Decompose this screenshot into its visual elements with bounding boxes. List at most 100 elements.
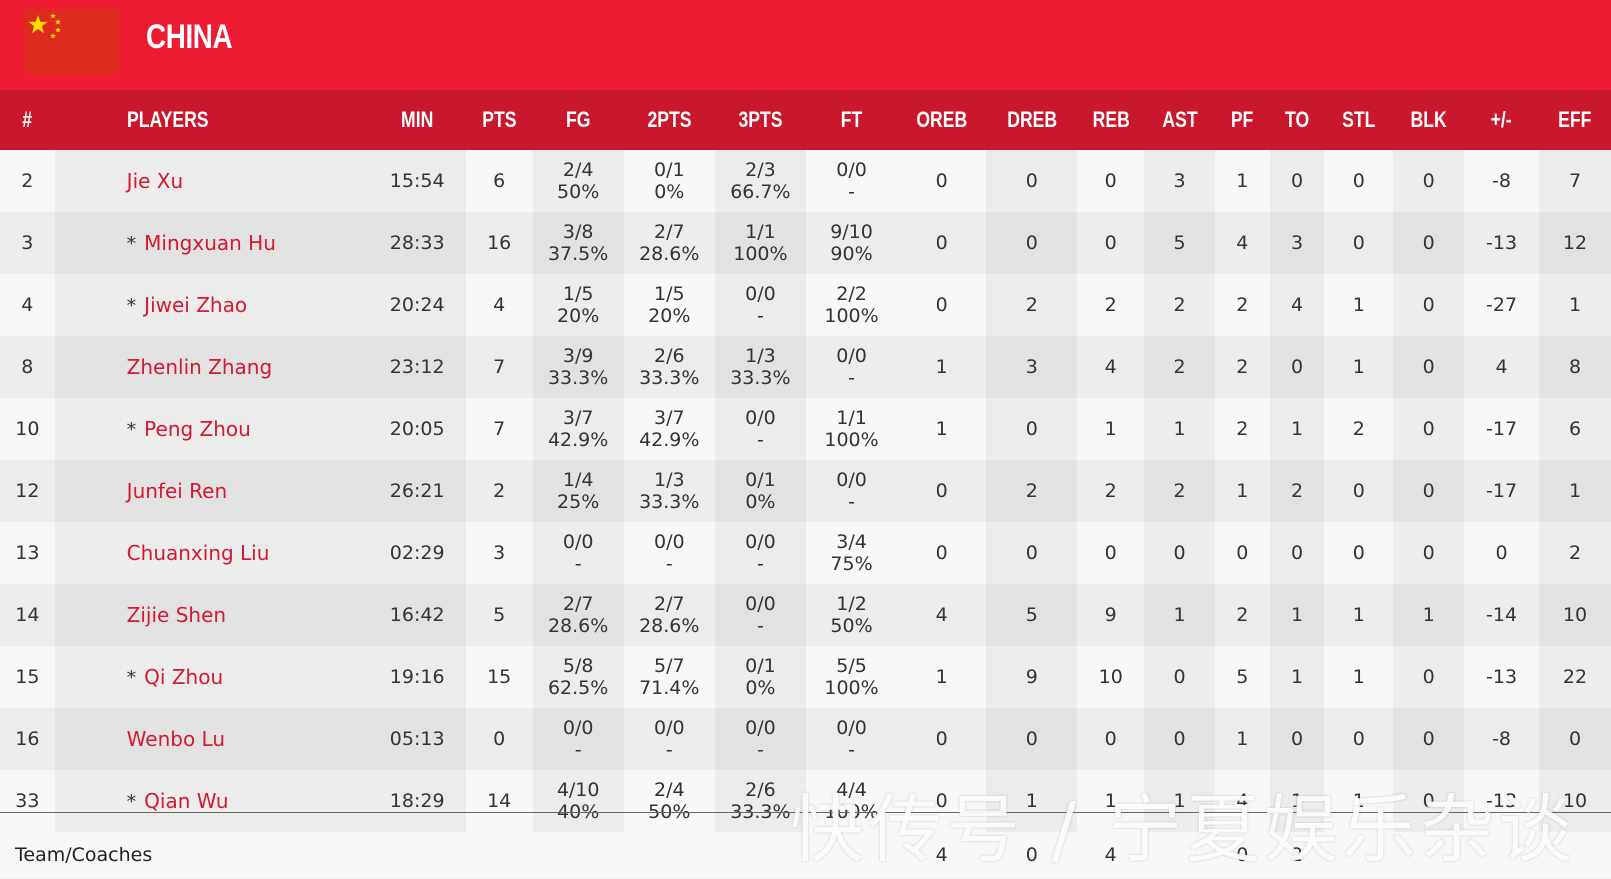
stat-percentage: - [574, 553, 582, 575]
stat-fg: 5/8 62.5% [532, 646, 624, 708]
stat-made-attempted: 3/7 [562, 407, 594, 429]
stat-ft: 1/2 50% [805, 584, 898, 646]
stat-percentage: 71.4% [639, 677, 700, 699]
table-row: 16 Wenbo Lu 05:13 0 0/0-0/0-0/0-0/0-0 0 0 0 1 0 0 0… [0, 708, 1611, 770]
stat-pts: 5 [465, 584, 533, 646]
column-header[interactable]: PF [1215, 90, 1270, 150]
column-header[interactable]: PTS [465, 90, 533, 150]
stat-three: 0/1 0% [714, 646, 806, 708]
stat-ft: 2/2 100% [805, 274, 898, 336]
stat-made-attempted: 1/1 [745, 221, 776, 243]
column-header[interactable]: 3PTS [714, 90, 806, 150]
player-cell: Jie Xu [54, 150, 369, 212]
stat-percentage: 0% [745, 491, 776, 513]
stat-pf: 2 [1215, 584, 1270, 646]
stat-fg: 1/5 20% [532, 274, 624, 336]
stat-percentage: 33.3% [639, 367, 700, 389]
player-cell: Wenbo Lu [54, 708, 369, 770]
column-header[interactable]: EFF [1539, 90, 1611, 150]
stat-made-attempted: 0/1 [745, 655, 776, 677]
column-header[interactable]: FT [805, 90, 898, 150]
column-header[interactable]: # [0, 90, 55, 150]
stat-reb: 0 [1077, 522, 1145, 584]
stat-eff: 22 [1539, 646, 1611, 708]
column-header[interactable]: TO [1269, 90, 1325, 150]
column-header[interactable]: DREB [986, 90, 1078, 150]
stat-blk: 0 [1393, 212, 1465, 274]
column-header[interactable]: MIN [368, 90, 466, 150]
column-header[interactable]: OREB [897, 90, 987, 150]
stat-fg: 3/9 33.3% [532, 336, 624, 398]
player-name-link[interactable]: Jiwei Zhao [144, 293, 248, 317]
stat-stl: 1 [1324, 770, 1394, 832]
player-name-link[interactable]: Peng Zhou [144, 417, 251, 441]
stat-ft: 3/4 75% [805, 522, 898, 584]
stat-min: 23:12 [368, 336, 466, 398]
player-cell: Chuanxing Liu [54, 522, 369, 584]
player-name-link[interactable]: Junfei Ren [126, 479, 228, 503]
stat-three: 0/0- [714, 274, 806, 336]
stat-blk: 0 [1393, 398, 1465, 460]
stat-fg: 3/7 42.9% [532, 398, 624, 460]
player-cell: * Peng Zhou [54, 398, 369, 460]
stat-percentage: 33.3% [639, 491, 700, 513]
stat-made-attempted: 5/5 [836, 655, 867, 677]
stat-made-attempted: 1/5 [562, 283, 594, 305]
stat-fg: 3/8 37.5% [532, 212, 624, 274]
stat-percentage: - [665, 553, 673, 575]
column-header[interactable]: 2PTS [623, 90, 715, 150]
player-name-link[interactable]: Wenbo Lu [126, 727, 226, 751]
column-header[interactable]: FG [532, 90, 624, 150]
stat-reb: 0 [1077, 708, 1145, 770]
stat-ft: 1/1 100% [805, 398, 898, 460]
stat-two: 2/4 50% [623, 770, 715, 832]
stat-pm: -27 [1464, 274, 1539, 336]
stat-blk: 0 [1393, 150, 1465, 212]
player-name-link[interactable]: Chuanxing Liu [126, 541, 270, 565]
stat-made-attempted: 0/0 [836, 345, 867, 367]
stat-pts: 3 [465, 522, 533, 584]
stat-made-attempted: 2/6 [745, 779, 776, 801]
stat-percentage: - [756, 429, 764, 451]
stat-eff: 1 [1539, 274, 1611, 336]
player-name-link[interactable]: Qi Zhou [144, 665, 224, 689]
stat-pts: 7 [465, 336, 533, 398]
stat-pm: 0 [1464, 522, 1539, 584]
stat-blk: 0 [1393, 274, 1465, 336]
column-header[interactable]: STL [1324, 90, 1394, 150]
stat-pf: 4 [1215, 212, 1270, 274]
column-header[interactable]: BLK [1393, 90, 1465, 150]
table-row: 3 * Mingxuan Hu 28:33 16 3/8 37.5% 2/7 28.6% 1/1 1… [0, 212, 1611, 274]
stat-made-attempted: 5/8 [562, 655, 594, 677]
column-header[interactable]: PLAYERS [54, 90, 369, 150]
stat-stl: 1 [1324, 274, 1394, 336]
column-header[interactable]: AST [1144, 90, 1216, 150]
stat-two: 2/6 33.3% [623, 336, 715, 398]
stat-oreb: 0 [897, 770, 987, 832]
stat-made-attempted: 1/1 [836, 407, 867, 429]
player-cell: * Jiwei Zhao [54, 274, 369, 336]
player-name-link[interactable]: Jie Xu [126, 169, 184, 193]
player-name-link[interactable]: Mingxuan Hu [144, 231, 276, 255]
column-header[interactable]: REB [1077, 90, 1145, 150]
stat-oreb: 4 [897, 832, 987, 878]
stat-percentage: 25% [557, 491, 600, 513]
player-name-link[interactable]: Zhenlin Zhang [126, 355, 273, 379]
table-row: 4 * Jiwei Zhao 20:24 4 1/5 20% 1/5 20% 0/0-2/2 100… [0, 274, 1611, 336]
box-score-table: # PLAYERS MIN PTS FG 2PTS 3PTS FT OREB DREB REB AST… [0, 90, 1611, 878]
stat-percentage: 100% [824, 677, 879, 699]
stat-percentage: 62.5% [547, 677, 609, 699]
player-name-link[interactable]: Qian Wu [144, 789, 229, 813]
stat-made-attempted: 0/0 [745, 593, 776, 615]
stat-eff: 8 [1539, 336, 1611, 398]
stat-pm: -17 [1464, 460, 1539, 522]
stat-fg: 4/10 40% [532, 770, 624, 832]
column-header[interactable]: +/- [1464, 90, 1539, 150]
stat-to: 1 [1269, 770, 1325, 832]
player-name-link[interactable]: Zijie Shen [126, 603, 227, 627]
stat-fg: 2/4 50% [532, 150, 624, 212]
stat-dreb: 0 [986, 212, 1078, 274]
stat-pm: -13 [1464, 212, 1539, 274]
stat-dreb: 0 [986, 150, 1078, 212]
stat-to: 3 [1269, 212, 1325, 274]
